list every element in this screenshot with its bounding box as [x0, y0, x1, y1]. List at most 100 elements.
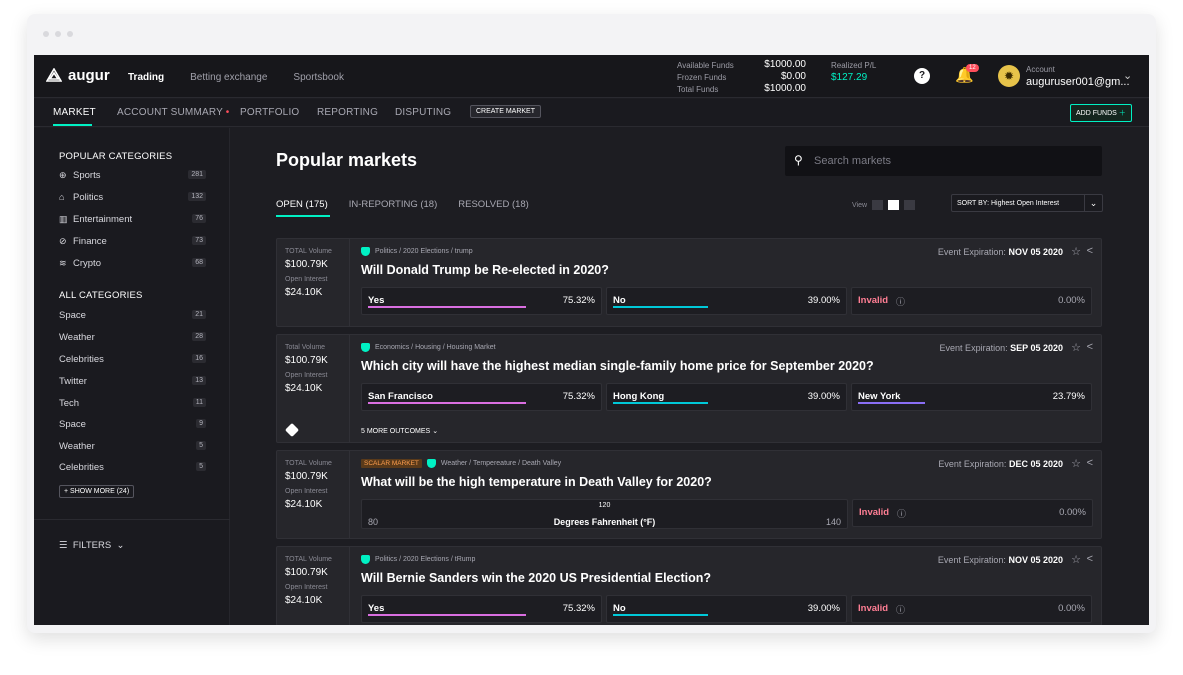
tab-resolved[interactable]: RESOLVED (18) — [458, 199, 529, 210]
outcome-option[interactable]: Yes 75.32% — [361, 287, 602, 315]
nav-sportsbook[interactable]: Sportsbook — [293, 72, 344, 83]
subnav-market[interactable]: MARKET — [53, 107, 96, 118]
category-count: 28 — [192, 332, 206, 341]
category-entertainment[interactable]: ▥ Entertainment 76 — [59, 214, 206, 228]
search-input[interactable]: ⚲ Search markets — [785, 146, 1102, 176]
shield-icon — [426, 459, 436, 468]
category-crypto[interactable]: ≋ Crypto 68 — [59, 258, 206, 272]
chevron-down-icon: ⌄ — [432, 428, 439, 435]
breadcrumb-text[interactable]: Politics / 2020 Elections / tRump — [375, 556, 476, 563]
category-item[interactable]: Celebrities 16 — [59, 354, 206, 368]
outcome-probability-bar — [368, 402, 526, 404]
category-sports[interactable]: ⊕ Sports 281 — [59, 170, 206, 184]
category-item[interactable]: Space 21 — [59, 310, 206, 324]
outcome-name: New York — [858, 391, 901, 402]
help-icon[interactable]: ? — [914, 68, 930, 84]
share-icon[interactable]: < — [1086, 245, 1093, 257]
total-funds-value: $1000.00 — [764, 83, 806, 94]
market-question[interactable]: Which city will have the highest median … — [361, 359, 874, 373]
outcome-percent: 39.00% — [807, 295, 840, 306]
share-icon[interactable]: < — [1086, 553, 1093, 565]
outcome-option[interactable]: Yes 75.32% — [361, 595, 602, 623]
divider — [34, 519, 230, 520]
tab-open[interactable]: OPEN (175) — [276, 199, 328, 210]
star-icon[interactable]: ☆ — [1071, 458, 1081, 470]
breadcrumb-text[interactable]: Weather / Tempereature / Death Valley — [440, 460, 562, 467]
scalar-max: 140 — [825, 517, 841, 527]
tab-in-reporting[interactable]: IN-REPORTING (18) — [348, 199, 438, 210]
category-item[interactable]: Space 9 — [59, 419, 206, 433]
subnav-portfolio[interactable]: PORTFOLIO — [240, 107, 300, 118]
subnav-account-summary[interactable]: ACCOUNT SUMMARY • — [117, 107, 229, 118]
logo[interactable]: augur — [46, 67, 110, 84]
more-outcomes-button[interactable]: 5 MORE OUTCOMES ⌄ — [361, 427, 438, 435]
outcome-option[interactable]: New York 23.79% — [851, 383, 1092, 411]
window-dot[interactable] — [67, 31, 73, 37]
outcome-option[interactable]: Hong Kong 39.00% — [606, 383, 847, 411]
breadcrumb-text[interactable]: Politics / 2020 Elections / trump — [375, 248, 473, 255]
share-icon[interactable]: < — [1086, 457, 1093, 469]
info-icon[interactable]: ⓘ — [896, 605, 906, 615]
outcome-probability-bar — [613, 614, 708, 616]
category-item[interactable]: Twitter 13 — [59, 376, 206, 390]
filters-toggle[interactable]: ☰ FILTERS ⌄ — [59, 540, 124, 551]
star-icon[interactable]: ☆ — [1071, 342, 1081, 354]
share-icon[interactable]: < — [1086, 341, 1093, 353]
outcome-option[interactable]: San Francisco 75.32% — [361, 383, 602, 411]
star-icon[interactable]: ☆ — [1071, 246, 1081, 258]
outcome-percent: 39.00% — [807, 603, 840, 614]
nav-betting-exchange[interactable]: Betting exchange — [190, 72, 268, 83]
category-politics[interactable]: ⌂ Politics 132 — [59, 192, 206, 206]
open-interest-label: Open Interest — [285, 584, 328, 591]
window-dot[interactable] — [43, 31, 49, 37]
nav-trading[interactable]: Trading — [128, 72, 165, 83]
market-question[interactable]: Will Bernie Sanders win the 2020 US Pres… — [361, 571, 711, 585]
sort-label: SORT BY: Highest Open Interest — [957, 200, 1060, 207]
category-item[interactable]: Weather 28 — [59, 332, 206, 346]
category-label: Entertainment — [73, 214, 133, 225]
sort-dropdown[interactable]: SORT BY: Highest Open Interest ⌄ — [951, 194, 1103, 212]
view-list-icon[interactable] — [888, 200, 900, 210]
sub-nav: MARKET ACCOUNT SUMMARY • PORTFOLIO REPOR… — [34, 99, 1149, 127]
realized-pnl: Realized P/L $127.29 — [831, 60, 876, 84]
market-question[interactable]: What will be the high temperature in Dea… — [361, 475, 712, 489]
active-tab-indicator — [276, 215, 330, 217]
scalar-range[interactable]: 120 80 Degrees Fahrenheit (°F) 140 — [361, 499, 848, 529]
outcome-option[interactable]: Invalid ⓘ 0.00% — [851, 287, 1092, 315]
account-menu[interactable]: Account auguruser001@gm... — [1026, 64, 1130, 88]
info-icon[interactable]: ⓘ — [896, 297, 906, 307]
subnav-reporting[interactable]: REPORTING — [317, 107, 379, 118]
show-more-button[interactable]: + SHOW MORE (24) — [59, 485, 135, 498]
market-card[interactable]: Total Volume $100.79K Open Interest $24.… — [276, 334, 1102, 443]
view-grid-icon[interactable] — [904, 200, 916, 210]
category-item[interactable]: Celebrities 5 — [59, 462, 206, 476]
outcome-option[interactable]: Invalid ⓘ 0.00% — [852, 499, 1093, 527]
outcome-option[interactable]: No 39.00% — [606, 287, 847, 315]
breadcrumb-text[interactable]: Economics / Housing / Housing Market — [375, 344, 496, 351]
market-card[interactable]: TOTAL Volume $100.79K Open Interest $24.… — [276, 546, 1102, 625]
outcome-name: No — [613, 295, 626, 306]
category-item[interactable]: Tech 11 — [59, 398, 206, 412]
category-label: Space — [59, 310, 86, 321]
star-icon[interactable]: ☆ — [1071, 554, 1081, 566]
market-card[interactable]: TOTAL Volume $100.79K Open Interest $24.… — [276, 238, 1102, 327]
account-label: Account — [1026, 65, 1055, 74]
market-question[interactable]: Will Donald Trump be Re-elected in 2020? — [361, 263, 609, 277]
window-dot[interactable] — [55, 31, 61, 37]
chevron-down-icon[interactable]: ⌄ — [1123, 70, 1133, 82]
create-market-button[interactable]: CREATE MARKET — [470, 105, 541, 118]
outcome-option[interactable]: Invalid ⓘ 0.00% — [851, 595, 1092, 623]
category-item[interactable]: Weather 5 — [59, 441, 206, 455]
category-count: 5 — [196, 462, 206, 471]
volume-label: TOTAL Volume — [285, 248, 332, 255]
category-count: 11 — [192, 398, 206, 407]
market-card[interactable]: TOTAL Volume $100.79K Open Interest $24.… — [276, 450, 1102, 539]
avatar[interactable]: ✹ — [998, 65, 1020, 87]
outcome-option[interactable]: No 39.00% — [606, 595, 847, 623]
info-icon[interactable]: ⓘ — [897, 509, 907, 519]
category-finance[interactable]: ⊘ Finance 73 — [59, 236, 206, 250]
entertainment-icon: ▥ — [59, 214, 68, 224]
subnav-disputing[interactable]: DISPUTING — [395, 107, 452, 118]
view-compact-icon[interactable] — [872, 200, 884, 210]
add-funds-button[interactable]: ADD FUNDS ＋ — [1070, 104, 1132, 122]
